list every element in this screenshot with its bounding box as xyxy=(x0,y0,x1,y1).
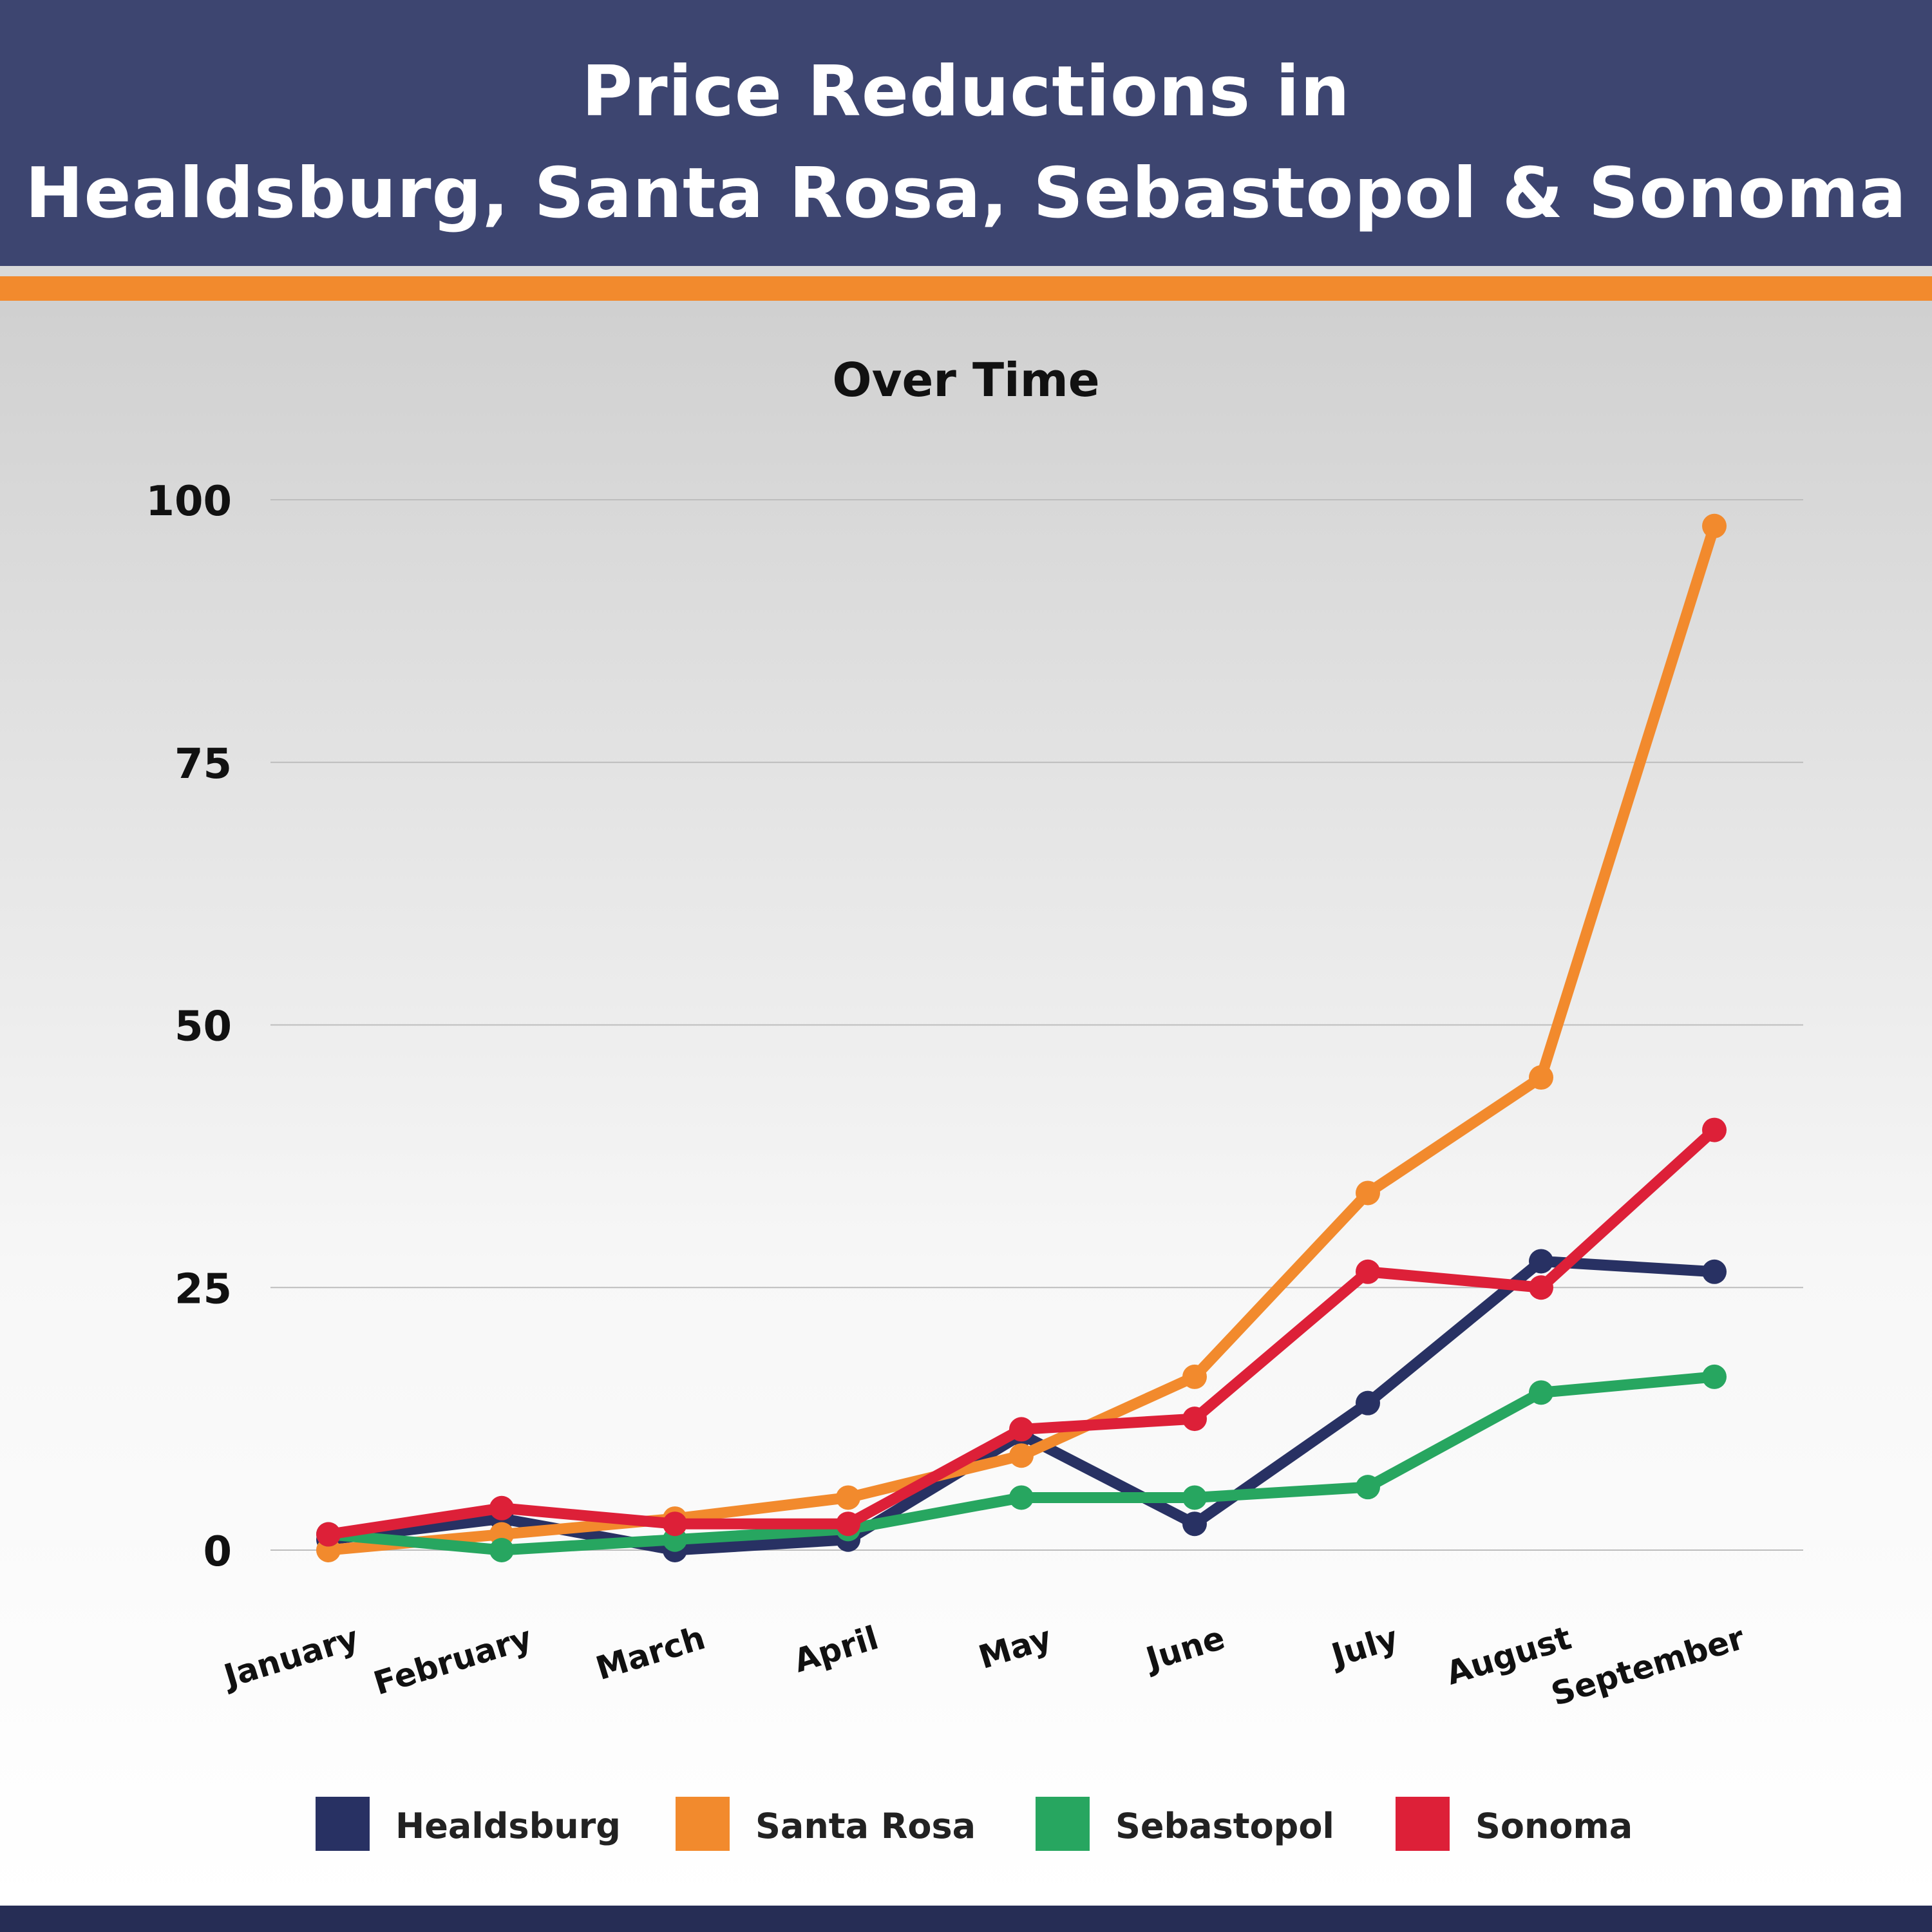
x-tick-label-june: June xyxy=(1140,1619,1229,1679)
y-tick-label-25: 25 xyxy=(175,1265,232,1313)
x-tick-label-july: July xyxy=(1325,1619,1402,1675)
legend-label-sonoma: Sonoma xyxy=(1475,1806,1633,1846)
y-tick-label-50: 50 xyxy=(175,1003,232,1051)
data-point-santa-rosa-june xyxy=(1182,1364,1207,1389)
data-point-sonoma-august xyxy=(1529,1275,1553,1300)
data-point-sebastopol-february xyxy=(489,1538,514,1562)
data-point-santa-rosa-september xyxy=(1702,513,1727,538)
legend-swatch-sebastopol xyxy=(1036,1797,1090,1851)
data-point-sonoma-september xyxy=(1702,1117,1727,1142)
legend-swatch-healdsburg xyxy=(316,1797,370,1851)
data-point-sonoma-january xyxy=(316,1522,341,1547)
x-tick-label-february: February xyxy=(370,1619,536,1702)
series-line-santa-rosa xyxy=(323,520,1720,1556)
page-title-line-1: Price Reductions in xyxy=(582,52,1350,132)
header-banner: Price Reductions in Healdsburg, Santa Ro… xyxy=(0,0,1932,266)
data-point-sebastopol-august xyxy=(1529,1380,1553,1405)
x-tick-label-january: January xyxy=(218,1619,363,1696)
data-point-sonoma-march xyxy=(663,1511,687,1537)
data-point-sebastopol-september xyxy=(1702,1364,1727,1389)
x-tick-label-may: May xyxy=(974,1619,1056,1676)
data-point-sebastopol-may xyxy=(1009,1485,1034,1510)
x-tick-label-september: September xyxy=(1547,1619,1749,1713)
data-point-santa-rosa-may xyxy=(1009,1443,1034,1468)
data-point-sonoma-june xyxy=(1182,1406,1207,1432)
data-point-sebastopol-july xyxy=(1356,1475,1380,1500)
x-tick-label-march: March xyxy=(592,1619,710,1687)
y-tick-label-100: 100 xyxy=(146,478,232,526)
data-point-sonoma-february xyxy=(489,1495,514,1520)
data-point-sebastopol-june xyxy=(1182,1485,1207,1510)
legend-swatch-sonoma xyxy=(1396,1797,1450,1851)
legend-label-sebastopol: Sebastopol xyxy=(1115,1806,1334,1846)
y-tick-label-0: 0 xyxy=(203,1528,232,1576)
page-title-line-2: Healdsburg, Santa Rosa, Sebastopol & Son… xyxy=(24,153,1908,234)
data-point-sonoma-april xyxy=(836,1511,860,1537)
data-point-santa-rosa-august xyxy=(1529,1065,1553,1090)
series-line-sonoma xyxy=(323,1124,1720,1540)
chart-title: Over Time xyxy=(832,353,1100,407)
accent-stripe xyxy=(0,276,1932,301)
data-point-healdsburg-june xyxy=(1182,1511,1207,1537)
header-divider xyxy=(0,266,1932,276)
data-point-healdsburg-july xyxy=(1356,1390,1380,1416)
data-point-sonoma-may xyxy=(1009,1417,1034,1442)
legend-label-santa-rosa: Santa Rosa xyxy=(755,1806,976,1846)
x-tick-label-april: April xyxy=(790,1619,883,1680)
y-tick-label-75: 75 xyxy=(175,741,232,788)
legend-label-healdsburg: Healdsburg xyxy=(395,1806,621,1846)
chart-background xyxy=(0,301,1932,1906)
data-point-healdsburg-august xyxy=(1529,1249,1553,1274)
footer-stripe xyxy=(0,1906,1932,1932)
data-point-santa-rosa-july xyxy=(1356,1180,1380,1206)
legend-swatch-santa-rosa xyxy=(676,1797,730,1851)
data-point-sonoma-july xyxy=(1356,1259,1380,1284)
data-point-healdsburg-september xyxy=(1702,1259,1727,1284)
data-point-santa-rosa-april xyxy=(836,1485,860,1510)
